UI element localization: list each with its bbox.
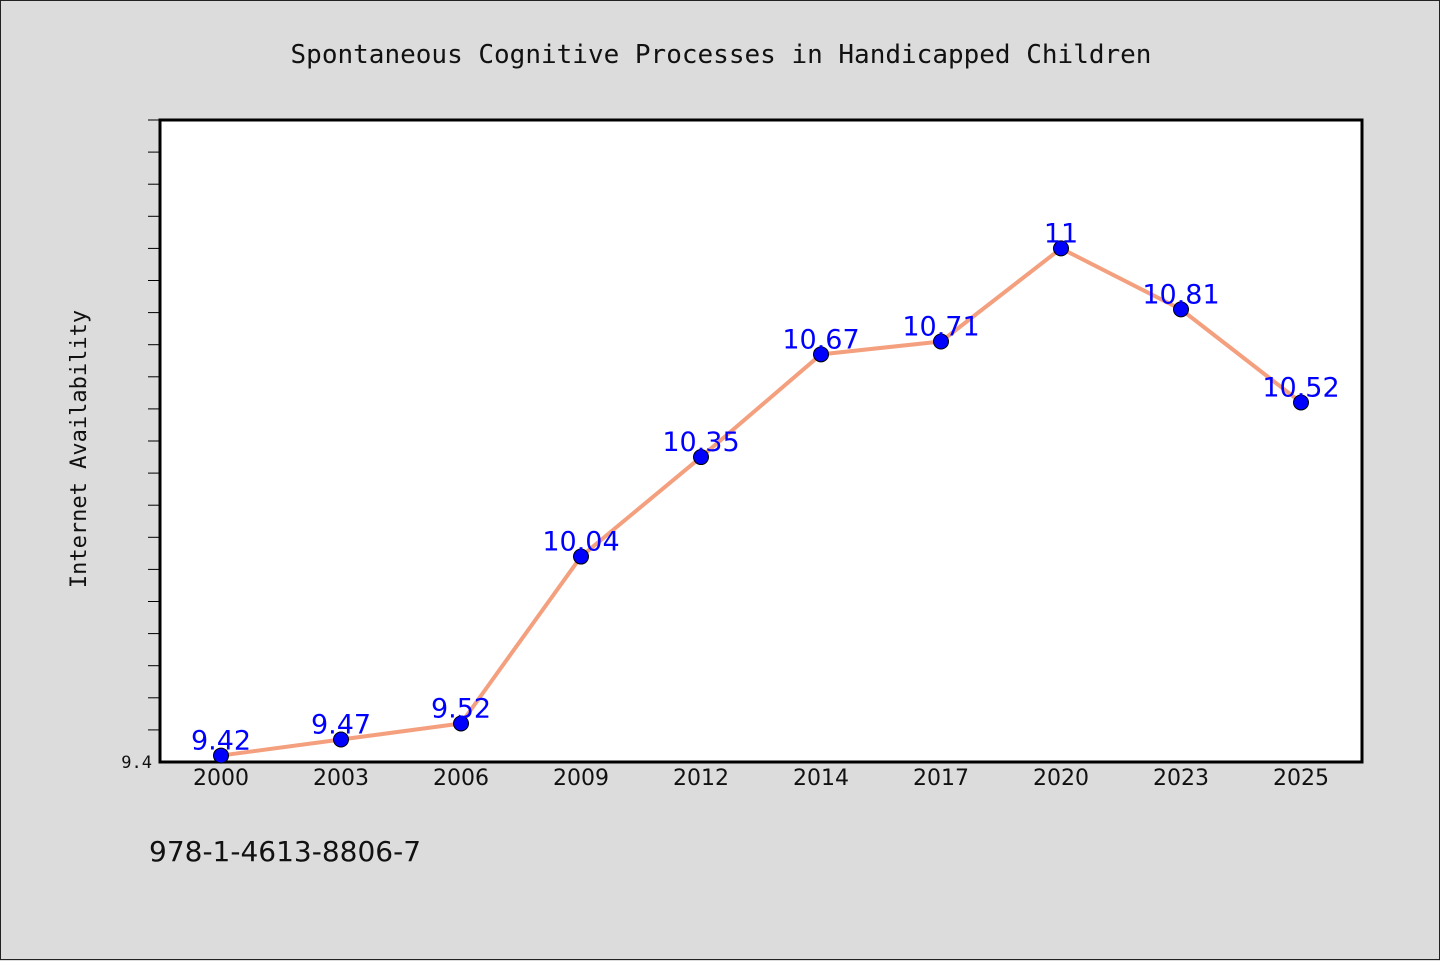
x-tick-label: 2000 (193, 766, 249, 791)
data-point (933, 333, 949, 350)
data-label: 9.47 (311, 710, 371, 741)
data-label: 10.71 (902, 311, 979, 342)
x-tick-label: 2014 (793, 766, 849, 791)
data-point (1293, 394, 1309, 411)
x-tick-label: 2009 (553, 766, 609, 791)
x-tick-label: 2025 (1273, 766, 1329, 791)
x-tick-label: 2006 (433, 766, 489, 791)
data-point (813, 346, 829, 363)
data-label: 10.04 (542, 527, 619, 558)
data-point (1173, 301, 1189, 318)
data-label: 10.67 (782, 324, 859, 355)
data-label: 10.81 (1142, 279, 1219, 310)
series-group: 9.42 9.47 9.52 10.04 10.35 10.67 10.71 11 10.81 1… (191, 218, 1340, 764)
data-label: 10.52 (1262, 372, 1339, 403)
identifier-code: 978-1-4613-8806-7 (149, 835, 422, 868)
data-point (1053, 240, 1069, 257)
data-label: 10.35 (662, 427, 739, 458)
data-point (213, 747, 229, 764)
chart-title: Spontaneous Cognitive Processes in Handi… (291, 40, 1152, 70)
x-tick-label: 2023 (1153, 766, 1209, 791)
x-tick-label: 2012 (673, 766, 729, 791)
y-tick-label: 9.4 (121, 753, 152, 773)
data-point (333, 731, 349, 748)
data-point (453, 715, 469, 732)
data-label: 11 (1044, 218, 1078, 249)
x-tick-label: 2017 (913, 766, 969, 791)
x-tick-label: 2020 (1033, 766, 1089, 791)
data-label: 9.42 (191, 726, 251, 757)
plot-area (158, 118, 1364, 764)
x-tick-label: 2003 (313, 766, 369, 791)
data-point (693, 449, 709, 466)
y-axis-label: Internet Availability (67, 310, 92, 588)
y-axis-ticks: 9.4 (121, 119, 160, 773)
series-line (219, 246, 1303, 758)
data-point (573, 548, 589, 565)
x-axis-ticks: 2000 2003 2006 2009 2012 2014 2017 2020 2023 2025 (193, 766, 1329, 791)
data-label: 9.52 (431, 693, 491, 724)
